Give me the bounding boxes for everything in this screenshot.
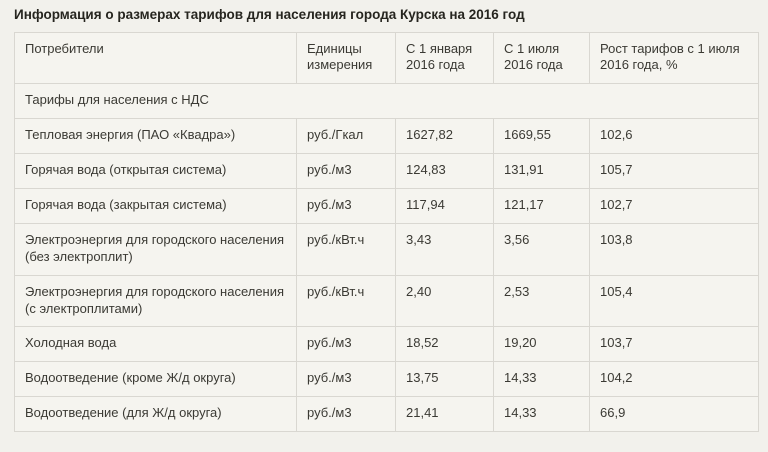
july-price-cell: 14,33 <box>493 361 590 398</box>
page-container: Информация о размерах тарифов для населе… <box>14 7 759 433</box>
unit-cell: руб./м3 <box>296 188 396 224</box>
july-price-cell: 19,20 <box>493 326 590 363</box>
july-price-cell: 121,17 <box>493 188 590 224</box>
growth-cell: 103,8 <box>589 222 759 276</box>
january-price-cell: 21,41 <box>395 396 494 433</box>
column-header-january-price: С 1 января 2016 года <box>395 31 494 85</box>
january-price-cell: 13,75 <box>395 361 494 398</box>
january-price-cell: 3,43 <box>395 222 494 276</box>
growth-cell: 105,4 <box>589 274 759 328</box>
section-row: Тарифы для населения с НДС <box>14 83 759 120</box>
tariff-row: Водоотведение (для Ж/д округа) руб./м3 21,… <box>14 396 759 433</box>
unit-cell: руб./кВт.ч <box>296 222 396 276</box>
column-header-july-price: С 1 июля 2016 года <box>493 31 590 85</box>
consumer-cell: Горячая вода (открытая система) <box>14 153 297 189</box>
january-price-cell: 117,94 <box>395 188 494 224</box>
tariff-row: Электроэнергия для городского населения … <box>14 222 759 276</box>
page-title: Информация о размерах тарифов для населе… <box>14 7 525 22</box>
unit-cell: руб./кВт.ч <box>296 274 396 328</box>
column-header-growth: Рост тарифов с 1 июля 2016 года, % <box>589 31 759 85</box>
growth-cell: 104,2 <box>589 361 759 398</box>
column-header-consumers: Потребители <box>14 31 297 85</box>
consumer-cell: Холодная вода <box>14 326 297 363</box>
tariff-row: Тепловая энергия (ПАО «Квадра») руб./Гкал… <box>14 118 759 155</box>
july-price-cell: 131,91 <box>493 153 590 189</box>
consumer-cell: Тепловая энергия (ПАО «Квадра») <box>14 118 297 155</box>
tariff-row: Холодная вода руб./м3 18,52 19,20 103,7 <box>14 326 759 363</box>
january-price-cell: 1627,82 <box>395 118 494 155</box>
consumer-cell: Горячая вода (закрытая система) <box>14 188 297 224</box>
july-price-cell: 3,56 <box>493 222 590 276</box>
section-header-label: Тарифы для населения с НДС <box>14 83 759 120</box>
july-price-cell: 14,33 <box>493 396 590 433</box>
growth-cell: 103,7 <box>589 326 759 363</box>
tariff-rows: Тепловая энергия (ПАО «Квадра») руб./Гкал… <box>14 118 759 433</box>
unit-cell: руб./м3 <box>296 326 396 363</box>
unit-cell: руб./Гкал <box>296 118 396 155</box>
january-price-cell: 2,40 <box>395 274 494 328</box>
table-header: Потребители Единицы измерения С 1 января… <box>14 31 759 85</box>
growth-cell: 105,7 <box>589 153 759 189</box>
growth-cell: 102,6 <box>589 118 759 155</box>
column-header-units: Единицы измерения <box>296 31 396 85</box>
tariff-row: Горячая вода (закрытая система) руб./м3 11… <box>14 188 759 224</box>
tariff-row: Водоотведение (кроме Ж/д округа) руб./м3 1… <box>14 361 759 398</box>
tariffs-table: Потребители Единицы измерения С 1 января… <box>14 31 759 433</box>
unit-cell: руб./м3 <box>296 361 396 398</box>
january-price-cell: 124,83 <box>395 153 494 189</box>
july-price-cell: 2,53 <box>493 274 590 328</box>
unit-cell: руб./м3 <box>296 153 396 189</box>
consumer-cell: Водоотведение (для Ж/д округа) <box>14 396 297 433</box>
consumer-cell: Электроэнергия для городского населения … <box>14 222 297 276</box>
tariff-row: Электроэнергия для городского населения … <box>14 274 759 328</box>
growth-cell: 102,7 <box>589 188 759 224</box>
growth-cell: 66,9 <box>589 396 759 433</box>
tariff-row: Горячая вода (открытая система) руб./м3 12… <box>14 153 759 189</box>
header-row: Потребители Единицы измерения С 1 января… <box>14 31 759 85</box>
unit-cell: руб./м3 <box>296 396 396 433</box>
july-price-cell: 1669,55 <box>493 118 590 155</box>
january-price-cell: 18,52 <box>395 326 494 363</box>
consumer-cell: Электроэнергия для городского населения … <box>14 274 297 328</box>
consumer-cell: Водоотведение (кроме Ж/д округа) <box>14 361 297 398</box>
